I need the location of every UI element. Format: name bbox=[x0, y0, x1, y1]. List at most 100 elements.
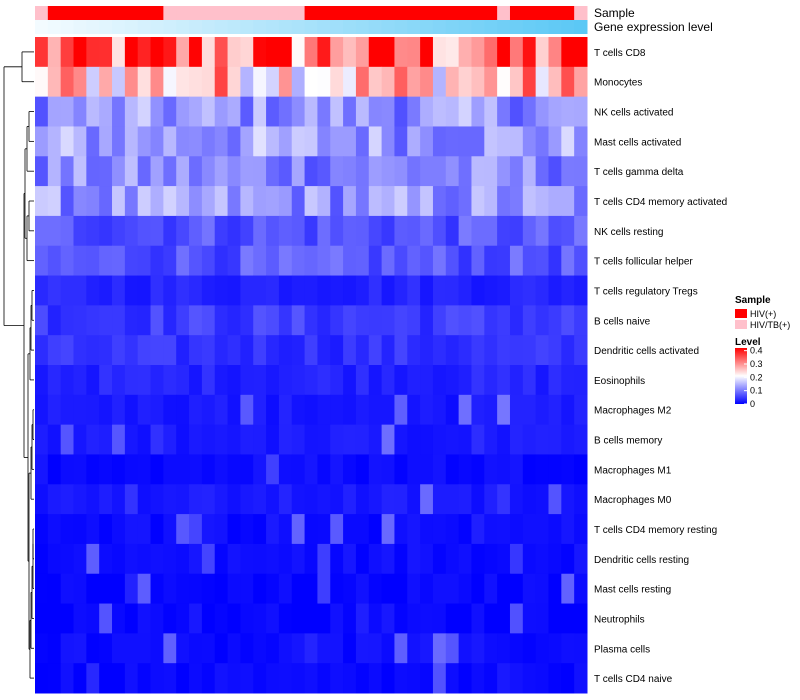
heatmap-cell bbox=[343, 335, 357, 366]
heatmap-cell bbox=[484, 245, 498, 277]
heatmap-cell bbox=[484, 514, 498, 545]
heatmap-cell bbox=[420, 275, 434, 306]
heatmap-cell bbox=[201, 156, 216, 187]
heatmap-cell bbox=[86, 126, 100, 157]
heatmap-cell bbox=[60, 37, 75, 68]
heatmap-cell bbox=[381, 37, 395, 68]
heatmap-cell bbox=[73, 514, 87, 545]
heatmap-cell bbox=[189, 365, 203, 396]
heatmap-cell bbox=[471, 305, 485, 336]
heatmap-cell bbox=[291, 514, 306, 545]
heatmap-cell bbox=[535, 126, 549, 157]
heatmap-cell bbox=[201, 424, 216, 455]
heatmap-cell bbox=[60, 365, 75, 396]
heatmap-cell bbox=[343, 424, 357, 455]
heatmap-cell bbox=[137, 96, 152, 127]
heatmap-cell bbox=[458, 96, 472, 127]
sample-annotation-cell bbox=[214, 6, 229, 20]
heatmap-cell bbox=[522, 275, 537, 306]
heatmap-cell bbox=[176, 633, 190, 664]
heatmap-cell bbox=[99, 394, 113, 426]
heatmap-cell bbox=[535, 633, 549, 664]
heatmap-cell bbox=[253, 96, 267, 127]
heatmap-cell bbox=[330, 37, 344, 68]
heatmap-cell bbox=[445, 365, 460, 396]
heatmap-cell bbox=[137, 245, 152, 277]
expression-annotation-cell bbox=[227, 20, 241, 34]
sample-annotation-cell bbox=[112, 6, 126, 20]
heatmap-cell bbox=[484, 37, 498, 68]
row-label: Macrophages M2 bbox=[594, 406, 672, 417]
heatmap-cell bbox=[214, 156, 229, 187]
heatmap-cell bbox=[240, 96, 254, 127]
heatmap-cell bbox=[60, 543, 75, 575]
heatmap-cell bbox=[137, 275, 152, 306]
heatmap-cell bbox=[86, 424, 100, 455]
expression-annotation-cell bbox=[86, 20, 100, 34]
heatmap-cell bbox=[445, 573, 460, 605]
heatmap-cell bbox=[509, 335, 524, 366]
heatmap-cell bbox=[150, 484, 164, 515]
heatmap-cell bbox=[189, 305, 203, 336]
heatmap-cell bbox=[407, 633, 421, 664]
heatmap-cell bbox=[253, 66, 267, 98]
heatmap-cell bbox=[137, 424, 152, 455]
heatmap-cell bbox=[99, 424, 113, 455]
heatmap-cell bbox=[330, 66, 344, 98]
heatmap-cell bbox=[73, 663, 87, 694]
row-label: T cells CD4 naive bbox=[594, 674, 673, 685]
heatmap-cell bbox=[163, 186, 177, 217]
heatmap-cell bbox=[253, 484, 267, 515]
heatmap-cell bbox=[407, 66, 421, 98]
heatmap-cell bbox=[240, 245, 254, 277]
expression-annotation-cell bbox=[484, 20, 498, 34]
heatmap-cell bbox=[317, 663, 331, 694]
heatmap-cell bbox=[60, 633, 75, 664]
heatmap-cell bbox=[86, 215, 100, 247]
heatmap-cell bbox=[471, 335, 485, 366]
heatmap-cell bbox=[99, 186, 113, 217]
sample-annotation-cell bbox=[471, 6, 485, 20]
heatmap-cell bbox=[509, 156, 524, 187]
heatmap-cell bbox=[394, 305, 408, 336]
heatmap-cell bbox=[317, 454, 331, 485]
heatmap-cell bbox=[317, 37, 331, 68]
heatmap-cell bbox=[497, 335, 511, 366]
heatmap-cell bbox=[522, 543, 537, 575]
heatmap-cell bbox=[497, 424, 511, 455]
heatmap-cell bbox=[484, 186, 498, 217]
heatmap-cell bbox=[317, 96, 331, 127]
expression-annotation-cell bbox=[176, 20, 190, 34]
heatmap-cell bbox=[497, 96, 511, 127]
heatmap-cell bbox=[227, 603, 241, 634]
heatmap-cell bbox=[73, 484, 87, 515]
heatmap-cell bbox=[112, 573, 126, 605]
heatmap-cell bbox=[535, 365, 549, 396]
heatmap-cell bbox=[561, 663, 575, 694]
heatmap-cell bbox=[548, 215, 562, 247]
heatmap-cell bbox=[124, 394, 139, 426]
heatmap-cell bbox=[317, 573, 331, 605]
heatmap-cell bbox=[73, 424, 87, 455]
heatmap-cell bbox=[99, 37, 113, 68]
heatmap-cell bbox=[343, 66, 357, 98]
heatmap-cell bbox=[420, 156, 434, 187]
heatmap-cell bbox=[535, 245, 549, 277]
heatmap-cell bbox=[291, 335, 306, 366]
heatmap-cell bbox=[317, 365, 331, 396]
heatmap-cell bbox=[124, 663, 139, 694]
heatmap-cell bbox=[368, 663, 383, 694]
heatmap-cell bbox=[381, 514, 395, 545]
heatmap-cell bbox=[535, 275, 549, 306]
heatmap-cell bbox=[189, 633, 203, 664]
heatmap-cell bbox=[73, 633, 87, 664]
expression-annotation-cell bbox=[99, 20, 113, 34]
expression-annotation-cell bbox=[420, 20, 434, 34]
heatmap-cell bbox=[86, 37, 100, 68]
expression-annotation-cell bbox=[112, 20, 126, 34]
heatmap-cell bbox=[176, 37, 190, 68]
heatmap-cell bbox=[73, 543, 87, 575]
heatmap-cell bbox=[368, 305, 383, 336]
heatmap-cell bbox=[535, 663, 549, 694]
heatmap-cell bbox=[548, 245, 562, 277]
